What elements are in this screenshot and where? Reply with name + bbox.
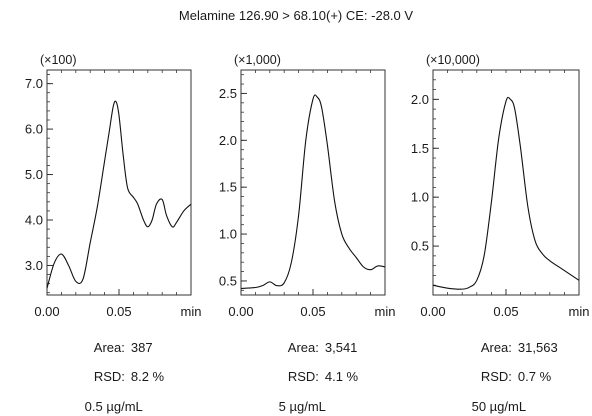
plot-frame xyxy=(240,69,386,296)
y-tick-label: 2.5 xyxy=(219,86,237,101)
x-unit-label: min xyxy=(181,304,202,319)
concentration-label: 5 µg/mL xyxy=(279,399,326,414)
y-scale-label: (×100) xyxy=(40,53,76,67)
chart-panel-2: (×1,000) 0.5 1.0 1.5 2.0 2.5 0.00 0.05 min Area: 3… xyxy=(219,53,396,414)
x-tick-label: 0.05 xyxy=(300,304,325,319)
y-tick-label: 6.0 xyxy=(25,122,43,137)
x-unit-label: min xyxy=(375,304,396,319)
concentration-label: 50 µg/mL xyxy=(472,399,526,414)
chromatogram-trace xyxy=(46,100,192,289)
x-tick-label: 0.05 xyxy=(106,304,131,319)
area-value: 3,541 xyxy=(325,340,358,355)
area-label: Area: xyxy=(94,340,125,355)
y-tick-label: 0.5 xyxy=(411,239,429,254)
figure-title: Melamine 126.90 > 68.10(+) CE: -28.0 V xyxy=(179,8,413,23)
x-tick-label: 0.00 xyxy=(228,304,253,319)
y-tick-label: 1.0 xyxy=(411,190,429,205)
rsd-value: 0.7 % xyxy=(518,369,552,384)
rsd-value: 8.2 % xyxy=(131,369,165,384)
area-label: Area: xyxy=(481,340,512,355)
plot-frame xyxy=(432,69,580,296)
y-tick-label: 1.0 xyxy=(219,227,237,242)
y-tick-label: 1.5 xyxy=(219,180,237,195)
x-tick-label: 0.05 xyxy=(493,304,518,319)
plot-frame xyxy=(46,69,192,296)
x-tick-label: 0.00 xyxy=(34,304,59,319)
y-scale-label: (×10,000) xyxy=(426,53,480,67)
rsd-value: 4.1 % xyxy=(325,369,359,384)
rsd-label: RSD: xyxy=(481,369,512,384)
concentration-label: 0.5 µg/mL xyxy=(85,399,143,414)
y-tick-label: 7.0 xyxy=(25,76,43,91)
chart-panel-1: (×100) 3.0 4.0 5.0 6.0 7.0 0.00 0.05 min Area: 387… xyxy=(25,53,202,414)
rsd-label: RSD: xyxy=(288,369,319,384)
y-tick-label: 1.5 xyxy=(411,141,429,156)
area-label: Area: xyxy=(288,340,319,355)
y-tick-label: 4.0 xyxy=(25,213,43,228)
chart-panel-3: (×10,000) 0.5 1.0 1.5 2.0 0.00 0.05 min Area: 31,… xyxy=(411,53,590,414)
y-scale-label: (×1,000) xyxy=(234,53,281,67)
y-tick-label: 2.0 xyxy=(411,92,429,107)
y-tick-label: 0.5 xyxy=(219,273,237,288)
area-value: 387 xyxy=(131,340,153,355)
y-tick-label: 3.0 xyxy=(25,258,43,273)
rsd-label: RSD: xyxy=(94,369,125,384)
chromatogram-trace xyxy=(240,94,386,289)
chromatogram-trace xyxy=(432,96,580,290)
x-unit-label: min xyxy=(569,304,590,319)
area-value: 31,563 xyxy=(518,340,558,355)
y-tick-label: 2.0 xyxy=(219,133,237,148)
y-tick-label: 5.0 xyxy=(25,167,43,182)
x-tick-label: 0.00 xyxy=(420,304,445,319)
